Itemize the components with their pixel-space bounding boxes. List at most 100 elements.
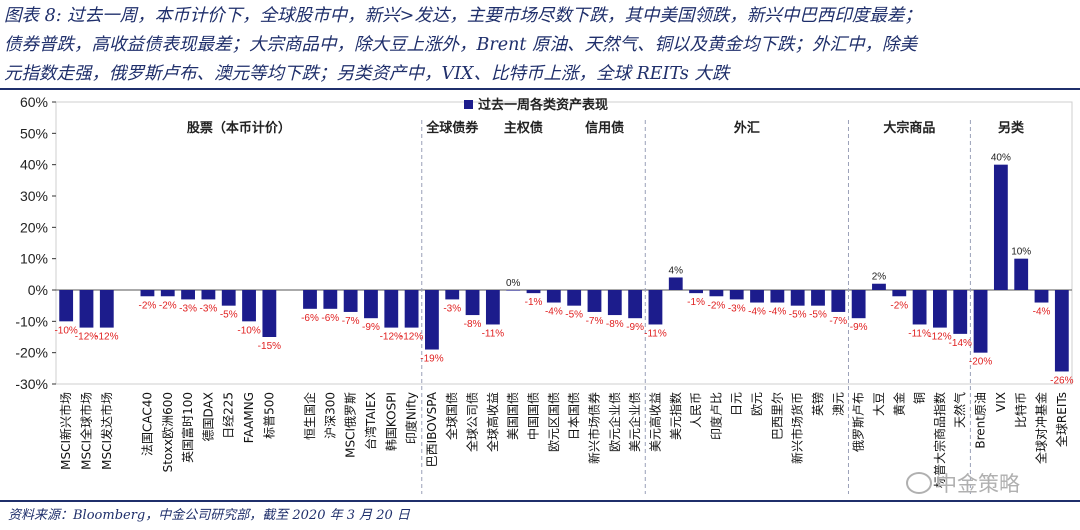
data-label: -12% bbox=[380, 332, 403, 343]
bottom-rule bbox=[0, 500, 1080, 502]
category-label: 日经225 bbox=[222, 392, 236, 439]
category-label: 美国国债 bbox=[506, 392, 520, 440]
category-label: VIX bbox=[994, 392, 1008, 412]
bar bbox=[485, 290, 500, 325]
category-label: 日本国债 bbox=[567, 392, 581, 440]
bar bbox=[1054, 290, 1069, 372]
data-label: -19% bbox=[420, 354, 443, 365]
category-label: 标普大宗商品指数 bbox=[932, 392, 947, 488]
bar bbox=[790, 290, 805, 306]
bar bbox=[851, 290, 866, 319]
bar bbox=[831, 290, 846, 312]
data-label: -6% bbox=[301, 313, 319, 324]
bar bbox=[181, 290, 195, 300]
title-line-1: 图表 8: 过去一周，本币计价下，全球股市中，新兴>发达，主要市场尽数下跌，其中… bbox=[4, 6, 922, 26]
category-label: 全球高收益 bbox=[485, 392, 500, 452]
data-label: -9% bbox=[362, 322, 380, 333]
category-label: 全球公司债 bbox=[465, 392, 480, 452]
data-label: -2% bbox=[890, 300, 908, 311]
category-label: MSCI发达市场 bbox=[99, 392, 114, 470]
data-label: -12% bbox=[400, 332, 423, 343]
bar bbox=[79, 290, 94, 328]
data-label: -2% bbox=[139, 300, 157, 311]
legend-label: 过去一周各类资产表现 bbox=[478, 97, 608, 113]
data-label: -5% bbox=[220, 310, 238, 321]
y-tick-label: -10% bbox=[15, 313, 48, 329]
data-label: -12% bbox=[75, 332, 98, 343]
bar bbox=[587, 290, 602, 312]
bar bbox=[709, 290, 724, 297]
bar bbox=[506, 290, 521, 291]
data-label: -15% bbox=[258, 341, 281, 352]
bar bbox=[303, 290, 317, 309]
data-label: -7% bbox=[586, 316, 604, 327]
category-label: 巴西IBOVSPA bbox=[425, 391, 439, 467]
data-label: -10% bbox=[237, 325, 260, 336]
category-label: 全球REITs bbox=[1054, 392, 1069, 447]
data-label: -7% bbox=[342, 316, 360, 327]
bar bbox=[140, 290, 155, 297]
wechat-icon bbox=[906, 472, 932, 494]
data-label: -2% bbox=[708, 300, 726, 311]
data-label: 10% bbox=[1011, 247, 1031, 258]
bar bbox=[628, 290, 643, 319]
data-label: -8% bbox=[464, 319, 482, 330]
category-label: 新兴市场货币 bbox=[790, 392, 805, 464]
category-label: 沪深300 bbox=[323, 392, 337, 439]
category-label: 美元高收益 bbox=[647, 392, 662, 452]
category-label: 大豆 bbox=[872, 392, 886, 416]
top-rule bbox=[0, 88, 1080, 90]
category-label: FAAMNG bbox=[242, 392, 256, 443]
watermark: 中金策略 bbox=[906, 468, 1020, 498]
bar bbox=[607, 290, 622, 316]
data-label: -2% bbox=[159, 300, 177, 311]
category-label: 铜 bbox=[912, 392, 927, 404]
data-label: -1% bbox=[687, 297, 705, 308]
data-label: -8% bbox=[606, 319, 624, 330]
group-title: 全球债券 bbox=[425, 120, 479, 136]
data-label: -11% bbox=[482, 328, 505, 339]
bar bbox=[201, 290, 216, 300]
data-label: -3% bbox=[200, 303, 218, 314]
bar bbox=[648, 290, 663, 325]
data-label: -12% bbox=[928, 332, 951, 343]
y-tick-label: 0% bbox=[28, 282, 48, 298]
data-label: -9% bbox=[850, 322, 868, 333]
bar bbox=[892, 290, 907, 297]
bar bbox=[343, 290, 358, 312]
data-label: -26% bbox=[1050, 375, 1073, 386]
y-tick-label: -20% bbox=[15, 345, 48, 361]
bar bbox=[729, 290, 744, 300]
category-label: 天然气 bbox=[952, 392, 967, 428]
category-label: 澳元 bbox=[831, 392, 845, 416]
data-label: -4% bbox=[748, 307, 766, 318]
bar bbox=[912, 290, 927, 325]
data-label: -12% bbox=[95, 332, 118, 343]
bar bbox=[973, 290, 988, 353]
category-label: 欧元 bbox=[750, 392, 764, 416]
category-label: 美元指数 bbox=[668, 392, 683, 440]
category-label: 俄罗斯卢布 bbox=[851, 392, 866, 452]
category-label: 印度Nifty bbox=[404, 392, 419, 444]
bar bbox=[242, 290, 256, 322]
data-label: -5% bbox=[809, 310, 827, 321]
data-label: -14% bbox=[949, 338, 972, 349]
y-tick-label: 20% bbox=[20, 219, 48, 235]
data-label: -4% bbox=[545, 307, 563, 318]
bar bbox=[872, 283, 886, 290]
data-label: -5% bbox=[565, 310, 583, 321]
data-label: 40% bbox=[991, 153, 1011, 164]
category-label: 印度卢比 bbox=[708, 392, 723, 440]
category-label: MSCI俄罗斯 bbox=[344, 392, 358, 458]
category-label: 英镑 bbox=[810, 392, 825, 416]
bar bbox=[384, 290, 399, 328]
data-label: -5% bbox=[789, 310, 807, 321]
plot-frame bbox=[55, 101, 1073, 385]
data-label: -9% bbox=[626, 322, 644, 333]
data-label: -3% bbox=[179, 303, 197, 314]
category-label: 全球对冲基金 bbox=[1034, 392, 1049, 464]
category-label: 美元企业债 bbox=[627, 392, 642, 452]
category-label: 韩国KOSPI bbox=[383, 392, 398, 451]
group-title: 外汇 bbox=[733, 120, 760, 136]
category-label: 欧元区国债 bbox=[547, 392, 561, 452]
